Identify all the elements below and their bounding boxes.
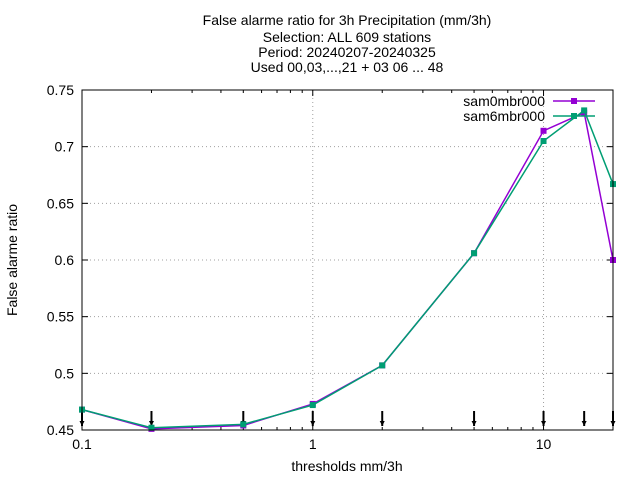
threshold-marker-head bbox=[310, 421, 316, 426]
y-tick-label: 0.65 bbox=[47, 195, 74, 211]
y-tick-label: 0.55 bbox=[47, 309, 74, 325]
legend: sam0mbr000 sam6mbr000 bbox=[463, 93, 595, 124]
threshold-marker-head bbox=[148, 421, 154, 426]
series-line-1 bbox=[81, 111, 614, 430]
series-line-2 bbox=[81, 109, 614, 429]
threshold-marker-head bbox=[471, 421, 477, 426]
plot-frame bbox=[81, 89, 614, 431]
series-layer bbox=[79, 107, 616, 432]
data-point-series-2 bbox=[379, 362, 386, 369]
legend-label-series-2: sam6mbr000 bbox=[463, 108, 545, 124]
data-point-series-2 bbox=[240, 421, 247, 428]
legend-label-series-1: sam0mbr000 bbox=[463, 93, 545, 109]
chart-title-line-3: Period: 20240207-20240325 bbox=[258, 44, 436, 60]
legend-marker bbox=[571, 98, 577, 104]
x-axis-label: thresholds mm/3h bbox=[291, 458, 402, 474]
threshold-marker-head bbox=[379, 421, 385, 426]
legend-sample-series-2 bbox=[553, 113, 595, 119]
data-point-series-2 bbox=[309, 402, 316, 409]
chart-title-line-4: Used 00,03,...,21 + 03 06 ... 48 bbox=[251, 59, 444, 75]
legend-sample-series-1 bbox=[553, 98, 595, 104]
data-point-series-2 bbox=[471, 250, 478, 257]
x-tick-label: 10 bbox=[536, 436, 552, 452]
y-tick-label: 0.7 bbox=[55, 139, 75, 155]
y-axis-label: False alarme ratio bbox=[4, 204, 20, 316]
x-axis-ticks: 0.1 1 10 bbox=[72, 90, 614, 452]
threshold-marker-head bbox=[581, 421, 587, 426]
data-point-series-2 bbox=[148, 424, 155, 431]
threshold-markers bbox=[79, 411, 616, 426]
chart-title-line-2: Selection: ALL 609 stations bbox=[263, 29, 431, 45]
y-tick-label: 0.5 bbox=[55, 365, 75, 381]
legend-marker bbox=[571, 113, 577, 119]
data-point-series-2 bbox=[581, 107, 588, 114]
threshold-marker-head bbox=[541, 421, 547, 426]
grid-layer bbox=[82, 90, 613, 430]
y-tick-label: 0.75 bbox=[47, 82, 74, 98]
y-axis-ticks: 0.45 0.5 0.55 0.6 0.65 0.7 0.75 bbox=[47, 82, 613, 438]
y-tick-label: 0.45 bbox=[47, 422, 74, 438]
chart-title-line-1: False alarme ratio for 3h Precipitation … bbox=[203, 12, 492, 28]
x-tick-label: 0.1 bbox=[72, 436, 92, 452]
data-point-series-1 bbox=[540, 127, 547, 134]
x-tick-label: 1 bbox=[309, 436, 317, 452]
y-tick-label: 0.6 bbox=[55, 252, 75, 268]
data-point-series-2 bbox=[540, 138, 547, 144]
